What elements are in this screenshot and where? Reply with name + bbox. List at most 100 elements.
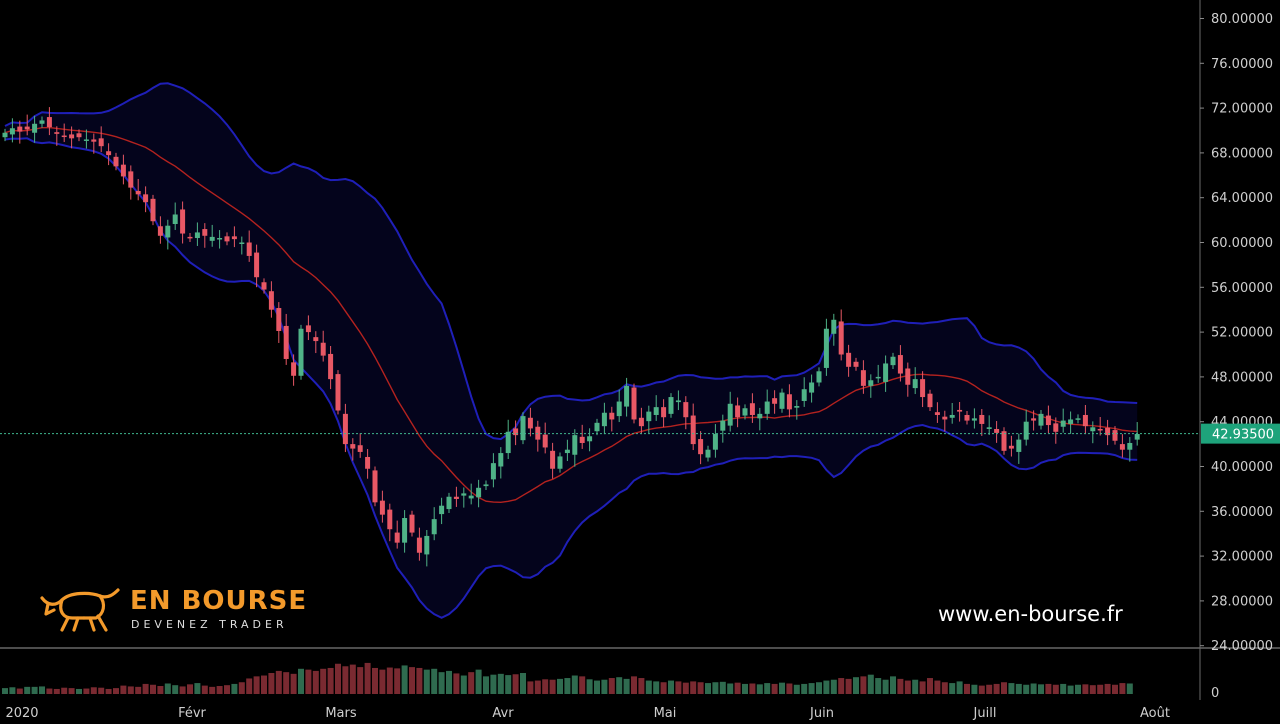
candle-body <box>513 428 519 436</box>
candle-body <box>313 337 319 342</box>
price-tick-label: 76.00000 <box>1211 57 1273 72</box>
candle-body <box>690 415 696 445</box>
candle-body <box>172 214 178 225</box>
candle-body <box>1045 415 1051 426</box>
volume-bar <box>446 670 452 694</box>
bollinger-band-fill <box>5 83 1138 618</box>
volume-bar <box>216 686 223 694</box>
brand-name: EN BOURSE <box>130 586 308 616</box>
price-tick-label: 28.00000 <box>1211 594 1273 609</box>
volume-bar <box>845 678 852 694</box>
volume-bar <box>394 668 401 694</box>
volume-bar <box>779 682 785 694</box>
candle-body <box>39 120 45 124</box>
candle-body <box>572 435 578 455</box>
volume-bar <box>564 678 571 694</box>
volume-bar <box>9 687 16 694</box>
volume-bar <box>631 676 637 694</box>
price-tick-label: 24.00000 <box>1211 639 1273 654</box>
candle-body <box>823 328 829 368</box>
candle-body <box>964 414 970 421</box>
candle-body <box>1060 420 1066 427</box>
candle-body <box>446 496 452 510</box>
candle-body <box>409 514 415 533</box>
candle-body <box>372 470 378 503</box>
volume-bar <box>438 672 445 694</box>
volume-bar <box>623 678 630 694</box>
volume-bar <box>127 686 134 694</box>
volume-bar <box>1067 685 1074 694</box>
candle-body <box>749 403 755 415</box>
candle-body <box>853 361 859 367</box>
candle-body <box>490 463 496 480</box>
volume-bar <box>246 678 253 694</box>
volume-bar <box>690 681 697 694</box>
volume-bar <box>90 687 97 694</box>
website-url[interactable]: www.en-bourse.fr <box>938 602 1123 626</box>
volume-bar <box>786 683 793 694</box>
volume-bar <box>697 682 704 694</box>
volume-bar <box>534 680 541 694</box>
volume-bar <box>490 674 497 694</box>
price-tick-label: 80.00000 <box>1211 12 1273 27</box>
volume-bar <box>275 670 282 694</box>
candle-body <box>1112 430 1118 441</box>
candle-body <box>742 408 748 416</box>
volume-bar <box>853 677 859 694</box>
candle-body <box>757 413 763 419</box>
volume-bar <box>586 679 593 694</box>
volume-tick-label: 0 <box>1211 686 1219 701</box>
volume-bar <box>1052 684 1059 694</box>
candle-body <box>202 229 208 236</box>
candle-body <box>461 493 467 496</box>
volume-bar <box>453 673 460 694</box>
candle-body <box>668 397 674 414</box>
volume-bar <box>941 682 948 694</box>
volume-bar <box>742 683 748 694</box>
volume-bar <box>164 683 171 694</box>
volume-bar <box>2 688 8 694</box>
volume-bar <box>416 667 423 694</box>
volume-bar <box>187 684 193 694</box>
volume-bar <box>1097 684 1104 694</box>
candle-body <box>17 126 23 132</box>
volume-bar <box>867 674 874 694</box>
candle-body <box>720 420 726 431</box>
volume-bar <box>372 667 378 694</box>
candle-body <box>305 325 311 333</box>
candle-body <box>483 484 489 487</box>
volume-bar <box>816 682 822 694</box>
candle-body <box>1031 418 1037 421</box>
candle-body <box>394 532 400 543</box>
volume-bar <box>31 686 38 694</box>
volume-bar <box>1038 684 1044 694</box>
volume-bar <box>201 685 208 694</box>
volume-bar <box>483 676 489 694</box>
candle-body <box>387 509 393 530</box>
volume-bar <box>327 667 334 694</box>
volume-bar <box>875 678 882 694</box>
candle-body <box>1082 414 1088 427</box>
candle-body <box>46 117 52 128</box>
price-tick-label: 36.00000 <box>1211 505 1273 520</box>
candle-body <box>453 496 459 499</box>
volume-bar <box>860 676 867 694</box>
candle-body <box>283 325 289 359</box>
volume-bar <box>298 668 304 694</box>
candle-body <box>54 132 60 134</box>
volume-bar <box>209 686 216 694</box>
candle-body <box>949 414 955 418</box>
candle-body <box>291 362 297 376</box>
candle-body <box>779 392 785 409</box>
candle-body <box>298 328 304 376</box>
volume-bar <box>135 686 142 694</box>
bollinger-middle-band <box>4 126 1138 504</box>
candle-body <box>69 134 75 139</box>
candle-body <box>424 535 430 555</box>
volume-bar <box>727 683 734 694</box>
volume-bar <box>83 688 90 694</box>
candle-body <box>1119 444 1125 450</box>
volume-bar <box>520 673 526 694</box>
time-axis-label: Févr <box>178 706 206 720</box>
